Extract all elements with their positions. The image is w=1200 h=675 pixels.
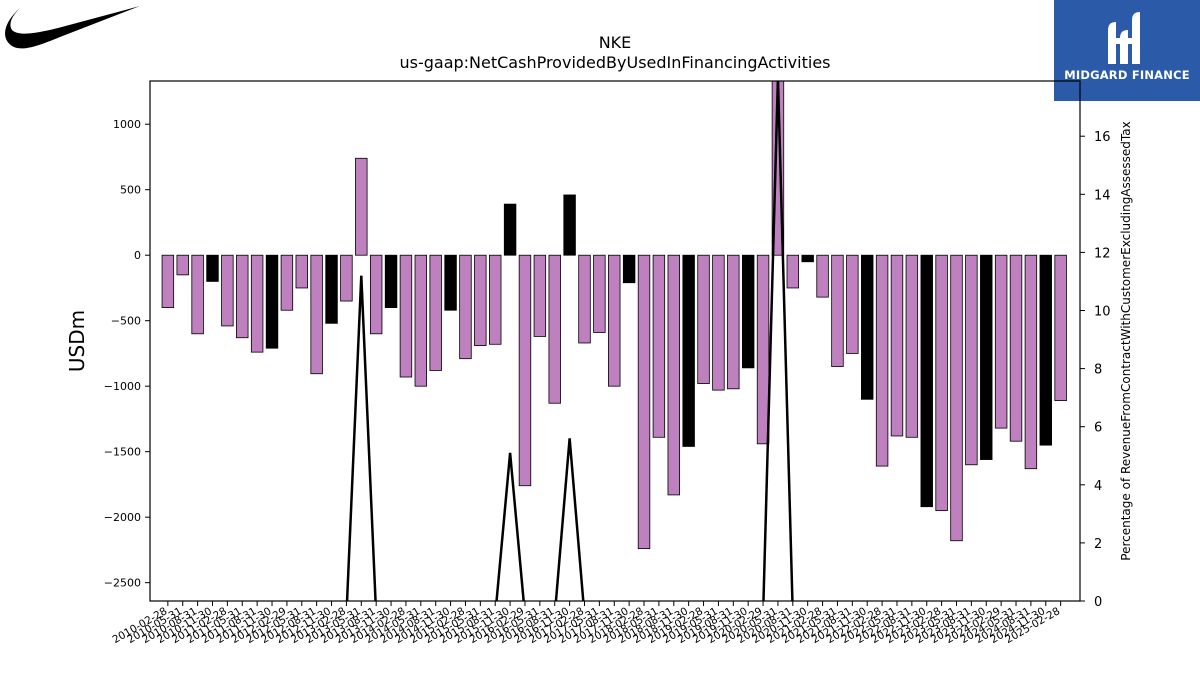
- bar-2015-05-31: [474, 254, 487, 346]
- bar-2015-11-30: [503, 203, 517, 256]
- bar-2017-05-31: [593, 254, 606, 333]
- bar-2016-05-31: [533, 254, 547, 337]
- bar-2024-11-30: [1039, 254, 1052, 446]
- y2-tick-label: 6: [1094, 421, 1102, 436]
- y2-axis-label: Percentage of RevenueFromContractWithCus…: [1119, 121, 1133, 560]
- y2-tick-label: 16: [1094, 130, 1111, 145]
- bar-2017-08-31: [608, 254, 621, 387]
- bar-2016-02-29: [518, 254, 532, 487]
- midgard-finance-logo: MIDGARD FINANCE: [1054, 0, 1200, 101]
- bar-2010-05-31: [176, 254, 189, 276]
- bar-2013-02-28: [340, 254, 353, 302]
- chart-title-ticker: NKE: [598, 33, 632, 52]
- bar-2012-11-30: [325, 254, 338, 324]
- bar-2022-08-31: [905, 254, 919, 438]
- bar-2021-05-31: [831, 254, 844, 367]
- bar-2011-11-30: [265, 254, 279, 349]
- y2-tick-label: 0: [1094, 595, 1102, 610]
- bar-2023-02-28: [935, 254, 948, 512]
- bar-2015-02-28: [459, 254, 472, 360]
- bar-2012-08-31: [310, 254, 323, 375]
- y2-tick-label: 2: [1094, 537, 1102, 552]
- bar-2020-05-31: [771, 81, 785, 256]
- bar-2017-11-30: [622, 254, 636, 284]
- bar-2016-08-31: [548, 254, 561, 404]
- bar-2011-05-31: [236, 254, 249, 339]
- y2-tick-label: 14: [1094, 188, 1111, 203]
- bar-2017-02-28: [578, 254, 591, 344]
- bar-2021-08-31: [846, 254, 859, 354]
- y-tick-label: −2000: [104, 511, 141, 524]
- brand-name: MIDGARD FINANCE: [1064, 68, 1190, 82]
- bar-2018-11-30: [682, 254, 695, 447]
- bar-2018-02-28: [637, 254, 651, 550]
- bar-2012-05-31: [295, 254, 308, 289]
- bar-2020-08-31: [786, 254, 800, 289]
- bar-2019-05-31: [712, 254, 725, 391]
- bar-2023-05-31: [950, 254, 963, 542]
- bar-2022-05-31: [890, 254, 904, 437]
- bar-2025-02-28: [1054, 254, 1067, 402]
- y-axis-label: USDm: [65, 310, 89, 372]
- bar-2014-11-30: [444, 254, 457, 311]
- nike-swoosh-logo: [5, 6, 140, 49]
- bar-2011-02-28: [221, 254, 234, 327]
- y-tick-label: −2500: [104, 577, 141, 590]
- bar-2013-05-31: [355, 157, 368, 256]
- bar-2018-05-31: [652, 254, 666, 438]
- bar-2018-08-31: [667, 254, 680, 496]
- y-tick-label: −1000: [104, 380, 141, 393]
- bar-2012-02-29: [280, 254, 294, 311]
- chart-title-metric: us-gaap:NetCashProvidedByUsedInFinancing…: [399, 53, 831, 72]
- bar-2010-11-30: [206, 254, 219, 282]
- bar-2019-11-30: [741, 254, 755, 369]
- y-tick-label: 0: [134, 249, 141, 262]
- bar-2013-11-30: [384, 254, 398, 309]
- y-tick-label: −500: [111, 315, 141, 328]
- plot-frame: [149, 80, 1081, 602]
- bar-2016-11-30: [563, 194, 576, 256]
- bar-2021-02-28: [816, 254, 829, 298]
- y-tick-label: 500: [120, 184, 141, 197]
- bar-2010-02-28: [161, 254, 175, 309]
- bar-2014-05-31: [414, 254, 428, 387]
- bar-2019-02-28: [697, 254, 710, 384]
- bar-2023-08-31: [965, 254, 978, 466]
- bar-2024-05-31: [1009, 254, 1023, 442]
- bar-2020-02-29: [756, 254, 770, 445]
- bar-2014-08-31: [429, 254, 442, 371]
- bar-2014-02-28: [399, 254, 413, 378]
- bar-2020-11-30: [801, 254, 814, 263]
- midgard-mark-icon: [1108, 12, 1140, 64]
- bar-2024-02-29: [994, 254, 1008, 429]
- y2-tick-label: 10: [1094, 304, 1111, 319]
- bar-2015-08-31: [489, 254, 502, 345]
- bar-2010-08-31: [191, 254, 204, 335]
- bar-2011-08-31: [250, 254, 264, 353]
- y2-tick-label: 12: [1094, 246, 1111, 261]
- bar-2022-11-30: [920, 254, 933, 508]
- y2-tick-label: 4: [1094, 479, 1102, 494]
- bar-2022-02-28: [875, 254, 889, 467]
- bar-2023-11-30: [980, 254, 993, 460]
- bar-2024-08-31: [1024, 254, 1038, 470]
- bar-2019-08-31: [727, 254, 740, 390]
- y-tick-label: −1500: [104, 446, 141, 459]
- y2-tick-label: 8: [1094, 363, 1102, 378]
- bar-2013-08-31: [369, 254, 383, 335]
- y-tick-label: 1000: [113, 118, 141, 131]
- bar-2021-11-30: [861, 254, 874, 400]
